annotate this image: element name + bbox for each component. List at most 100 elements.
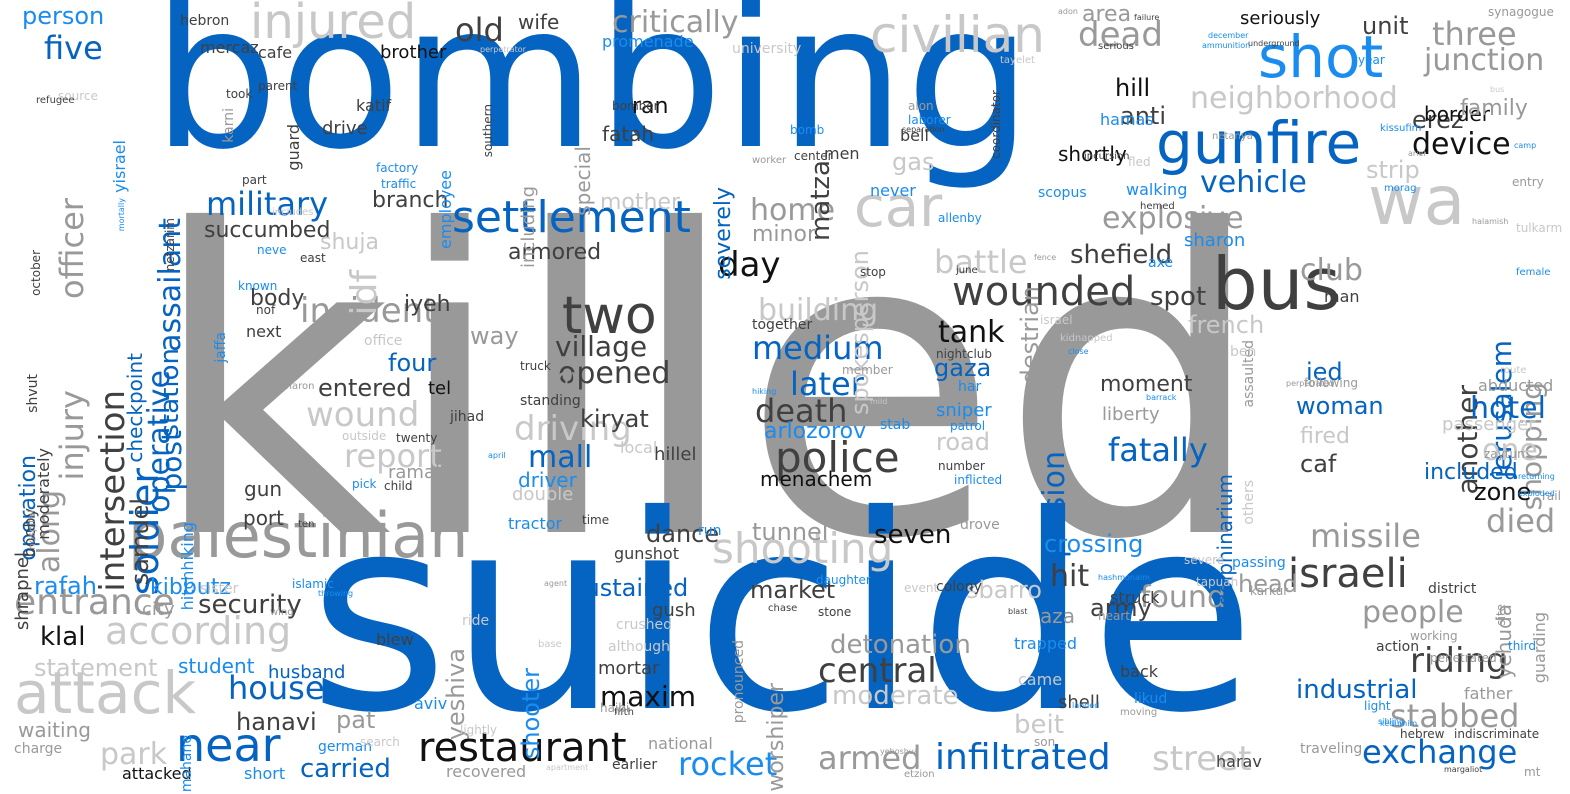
- cloud-word-sister: sister: [200, 581, 239, 597]
- cloud-word-site: site: [1494, 604, 1508, 626]
- cloud-word-likud: likud: [1134, 691, 1168, 707]
- cloud-word-tunnel: tunnel: [752, 518, 829, 546]
- cloud-word-sibling: sibling: [1378, 717, 1405, 726]
- cloud-word-hillel: hillel: [654, 444, 697, 465]
- cloud-word-separation: separation: [902, 125, 945, 134]
- cloud-word-hebron: hebron: [180, 13, 230, 29]
- cloud-word-opened: opened: [558, 356, 671, 391]
- cloud-word-traffic: traffic: [381, 177, 417, 191]
- cloud-word-december: december: [1208, 31, 1249, 40]
- cloud-word-alon: alon: [908, 99, 934, 113]
- cloud-word-guard: guard: [284, 124, 303, 171]
- cloud-word-jaffa: jaffa: [213, 332, 229, 363]
- cloud-word-fifth: fifth: [614, 707, 634, 718]
- cloud-word-patrol: patrol: [950, 419, 986, 433]
- cloud-word-detonation: detonation: [830, 630, 971, 660]
- cloud-word-shell: shell: [1058, 692, 1100, 713]
- cloud-word-base: base: [538, 639, 562, 650]
- cloud-word-german: german: [318, 739, 373, 755]
- cloud-word-member: member: [842, 363, 893, 377]
- cloud-word-camp: camp: [1514, 141, 1537, 150]
- cloud-word-french: french: [1188, 311, 1265, 339]
- cloud-word-part: part: [242, 173, 267, 187]
- cloud-word-village: village: [555, 330, 648, 363]
- cloud-word-mercaz: mercaz: [200, 38, 259, 57]
- cloud-word-moment: moment: [1100, 372, 1193, 397]
- cloud-word-yehoshua: yehoshua: [880, 747, 919, 756]
- cloud-word-unit: unit: [1362, 12, 1409, 40]
- cloud-word-junction: junction: [1424, 43, 1545, 78]
- cloud-word-maxim: maxim: [600, 680, 697, 713]
- cloud-word-office: office: [364, 333, 403, 349]
- cloud-word-underground: underground: [1248, 39, 1300, 48]
- cloud-word-injured: injured: [250, 0, 417, 50]
- cloud-word-armed: armed: [818, 739, 922, 777]
- cloud-word-man: man: [1324, 287, 1360, 306]
- cloud-word-killed: killed: [148, 143, 1267, 632]
- cloud-word-throwing: throwing: [318, 589, 354, 598]
- cloud-word-drove: drove: [960, 517, 1000, 533]
- cloud-word-death: death: [755, 392, 848, 430]
- cloud-word-father: father: [1464, 684, 1513, 703]
- cloud-word-allenby: allenby: [938, 211, 982, 225]
- cloud-word-officer: officer: [53, 198, 91, 299]
- cloud-word-hamas: hamas: [1100, 110, 1154, 129]
- cloud-word-tayelet: tayelet: [1000, 55, 1035, 66]
- cloud-word-waiting: waiting: [18, 718, 91, 742]
- cloud-word-driving: driving: [514, 409, 632, 449]
- cloud-word-fatah: fatah: [602, 122, 655, 146]
- cloud-word-moderate: moderate: [832, 681, 959, 711]
- cloud-word-islamic: islamic: [292, 577, 334, 591]
- cloud-word-bomb: bomb: [790, 123, 825, 137]
- cloud-word-three: three: [1432, 15, 1517, 53]
- cloud-word-person: person: [22, 2, 105, 30]
- cloud-word-shooter: shooter: [517, 668, 545, 760]
- cloud-word-stone: stone: [818, 605, 852, 619]
- cloud-word-hemed: hemed: [1140, 201, 1175, 212]
- cloud-word-ten: ten: [298, 519, 315, 530]
- cloud-word-died: died: [1486, 502, 1556, 540]
- cloud-word-search: search: [360, 735, 400, 749]
- cloud-word-bus-small: bus: [1490, 85, 1505, 94]
- cloud-word-kissufim: kissufim: [1380, 123, 1422, 134]
- cloud-word-nightclub: nightclub: [936, 347, 993, 361]
- cloud-word-har: har: [958, 379, 982, 395]
- cloud-word-agent: agent: [544, 579, 568, 588]
- cloud-word-june: june: [956, 265, 978, 276]
- cloud-word-tulkarm: tulkarm: [1516, 221, 1563, 235]
- cloud-word-scopus: scopus: [1038, 185, 1087, 201]
- cloud-word-klal: klal: [40, 622, 86, 652]
- cloud-word-east: east: [300, 251, 326, 265]
- cloud-word-drive: drive: [322, 118, 368, 139]
- cloud-word-number: number: [938, 459, 985, 473]
- cloud-word-son: son: [1034, 735, 1056, 749]
- cloud-word-carried: carried: [300, 754, 391, 784]
- cloud-word-head: head: [1238, 570, 1298, 598]
- cloud-word-bombing: bombing: [152, 0, 1033, 194]
- cloud-word-hitchhiking: hitchhiking: [178, 522, 197, 611]
- cloud-word-axe: axe: [1148, 255, 1174, 271]
- cloud-word-samuel: samuel: [126, 498, 154, 586]
- cloud-word-pronounced: pronounced: [731, 640, 747, 724]
- cloud-word-kibbutz: kibbutz: [150, 575, 231, 600]
- cloud-word-mortar: mortar: [598, 658, 660, 679]
- cloud-word-tractor: tractor: [508, 514, 563, 533]
- cloud-word-shvut: shvut: [25, 374, 41, 413]
- cloud-word-abducted: abducted: [1478, 376, 1554, 395]
- cloud-word-national: national: [648, 734, 713, 753]
- cloud-word-stab: stab: [880, 417, 911, 433]
- cloud-word-park: park: [100, 737, 168, 772]
- cloud-word-strip: strip: [1366, 156, 1420, 184]
- cloud-word-double: double: [512, 484, 574, 505]
- cloud-word-coordinator: coordinator: [989, 90, 1003, 159]
- cloud-word-fled: fled: [1128, 155, 1151, 169]
- cloud-word-entry: entry: [1512, 175, 1544, 189]
- cloud-word-source: source: [58, 89, 98, 103]
- cloud-word-spot: spot: [1150, 282, 1207, 312]
- cloud-word-following: following: [1304, 376, 1358, 390]
- cloud-word-heart: heart: [1098, 609, 1130, 623]
- cloud-word-local: local: [620, 438, 658, 457]
- cloud-word-october: october: [29, 250, 43, 296]
- cloud-word-shooting: shooting: [712, 524, 894, 573]
- cloud-word-rafah: rafah: [34, 572, 97, 600]
